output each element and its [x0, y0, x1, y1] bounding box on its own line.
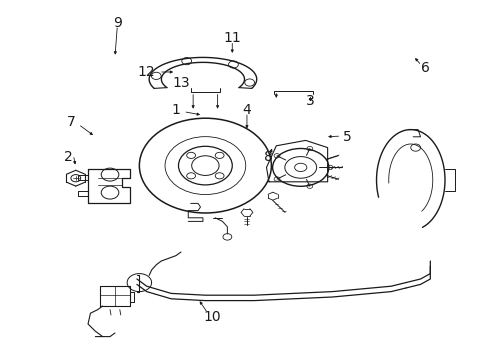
Text: 10: 10 — [203, 310, 221, 324]
Text: 7: 7 — [66, 116, 75, 129]
Text: 4: 4 — [242, 103, 251, 117]
Text: 9: 9 — [113, 17, 122, 30]
Text: 12: 12 — [138, 65, 155, 79]
Text: 11: 11 — [223, 31, 241, 45]
Text: 5: 5 — [342, 130, 351, 144]
Text: 13: 13 — [172, 76, 189, 90]
Text: 8: 8 — [263, 150, 272, 163]
Text: 3: 3 — [305, 94, 314, 108]
Text: 2: 2 — [64, 150, 73, 163]
Text: 1: 1 — [171, 103, 180, 117]
Text: 6: 6 — [420, 62, 429, 75]
